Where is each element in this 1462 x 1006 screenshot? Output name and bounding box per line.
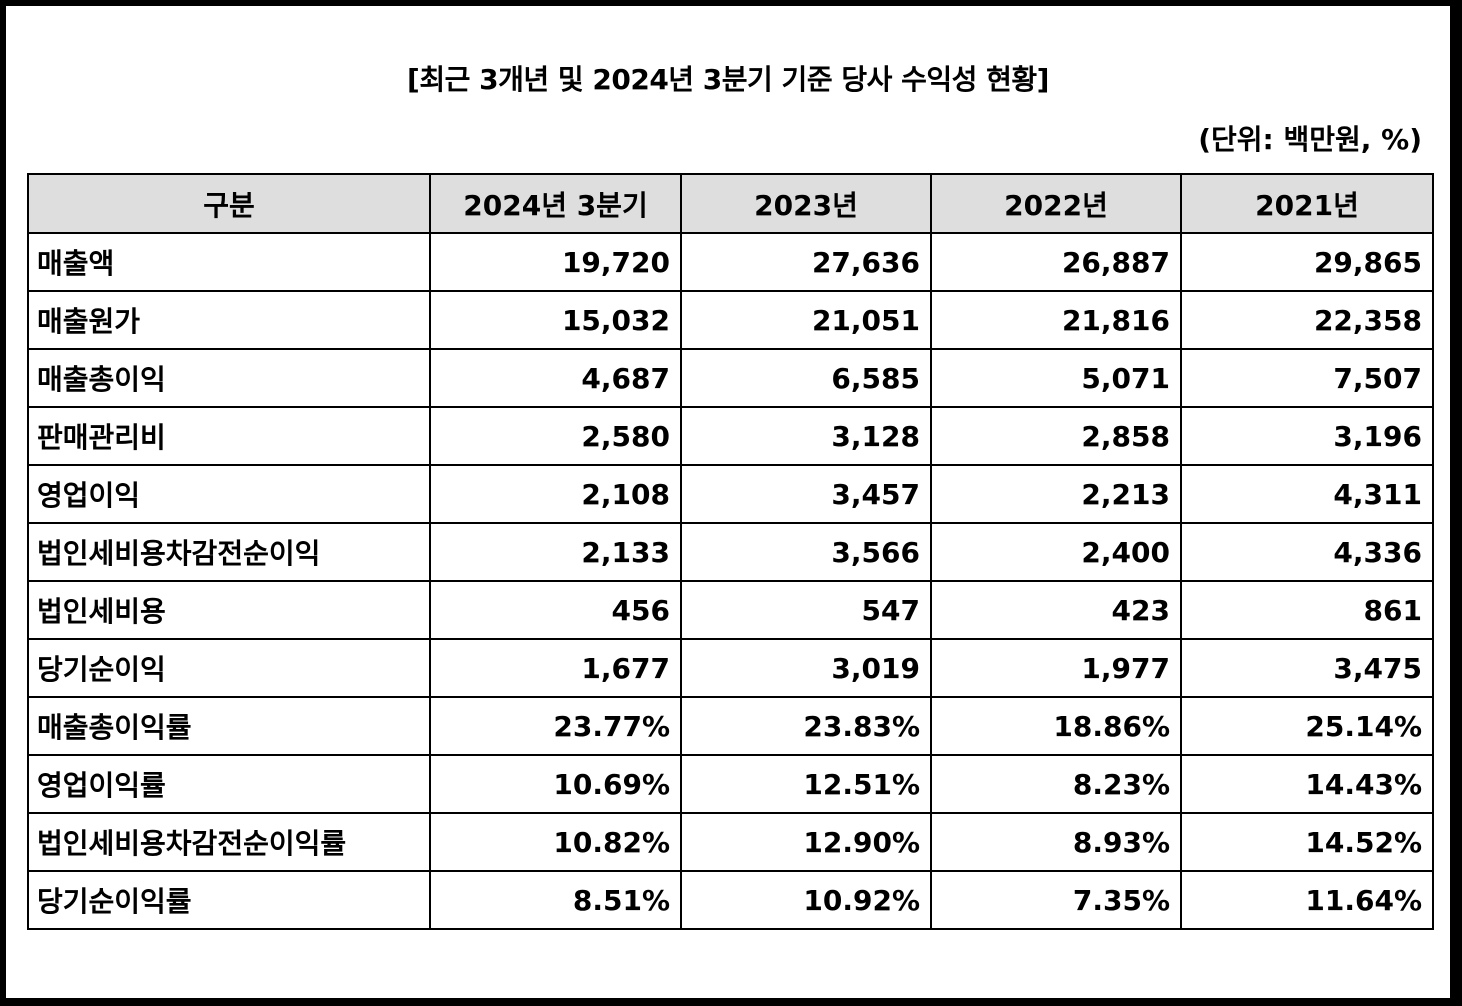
value-cell: 1,977 xyxy=(930,638,1182,698)
value-cell: 3,475 xyxy=(1180,638,1434,698)
table-row: 매출액 19,720 27,636 26,887 29,865 xyxy=(27,232,1434,292)
row-label-cell: 매출원가 xyxy=(27,290,431,350)
table-row: 판매관리비 2,580 3,128 2,858 3,196 xyxy=(27,406,1434,466)
header-cell-2021: 2021년 xyxy=(1180,173,1434,234)
value-cell: 4,687 xyxy=(429,348,682,408)
row-label-cell: 영업이익률 xyxy=(27,754,431,814)
value-cell: 22,358 xyxy=(1180,290,1434,350)
table-row: 당기순이익률 8.51% 10.92% 7.35% 11.64% xyxy=(27,870,1434,930)
value-cell: 1,677 xyxy=(429,638,682,698)
value-cell: 7,507 xyxy=(1180,348,1434,408)
value-cell: 29,865 xyxy=(1180,232,1434,292)
value-cell: 27,636 xyxy=(680,232,932,292)
value-cell: 8.93% xyxy=(930,812,1182,872)
value-cell: 2,133 xyxy=(429,522,682,582)
table-row: 매출원가 15,032 21,051 21,816 22,358 xyxy=(27,290,1434,350)
header-cell-category: 구분 xyxy=(27,173,431,234)
row-label-cell: 매출액 xyxy=(27,232,431,292)
table-row: 매출총이익 4,687 6,585 5,071 7,507 xyxy=(27,348,1434,408)
value-cell: 23.77% xyxy=(429,696,682,756)
value-cell: 21,051 xyxy=(680,290,932,350)
table-title: [최근 3개년 및 2024년 3분기 기준 당사 수익성 현황] xyxy=(407,63,1049,96)
row-label-cell: 당기순이익률 xyxy=(27,870,431,930)
value-cell: 4,336 xyxy=(1180,522,1434,582)
row-label-cell: 매출총이익률 xyxy=(27,696,431,756)
value-cell: 3,128 xyxy=(680,406,932,466)
value-cell: 3,566 xyxy=(680,522,932,582)
value-cell: 2,580 xyxy=(429,406,682,466)
row-label-cell: 매출총이익 xyxy=(27,348,431,408)
header-cell-2023: 2023년 xyxy=(680,173,932,234)
value-cell: 6,585 xyxy=(680,348,932,408)
value-cell: 15,032 xyxy=(429,290,682,350)
value-cell: 21,816 xyxy=(930,290,1182,350)
table-row: 법인세비용 456 547 423 861 xyxy=(27,580,1434,640)
value-cell: 5,071 xyxy=(930,348,1182,408)
profitability-table: 구분 2024년 3분기 2023년 2022년 2021년 매출액 19,720… xyxy=(27,173,1434,930)
value-cell: 18.86% xyxy=(930,696,1182,756)
value-cell: 3,196 xyxy=(1180,406,1434,466)
value-cell: 14.52% xyxy=(1180,812,1434,872)
value-cell: 7.35% xyxy=(930,870,1182,930)
row-label-cell: 판매관리비 xyxy=(27,406,431,466)
value-cell: 23.83% xyxy=(680,696,932,756)
table-row: 당기순이익 1,677 3,019 1,977 3,475 xyxy=(27,638,1434,698)
table-row: 매출총이익률 23.77% 23.83% 18.86% 25.14% xyxy=(27,696,1434,756)
table-row: 영업이익 2,108 3,457 2,213 4,311 xyxy=(27,464,1434,524)
row-label-cell: 법인세비용 xyxy=(27,580,431,640)
value-cell: 14.43% xyxy=(1180,754,1434,814)
document-page: [최근 3개년 및 2024년 3분기 기준 당사 수익성 현황] (단위: 백… xyxy=(6,6,1450,998)
row-label-cell: 법인세비용차감전순이익률 xyxy=(27,812,431,872)
row-label-cell: 법인세비용차감전순이익 xyxy=(27,522,431,582)
value-cell: 3,019 xyxy=(680,638,932,698)
value-cell: 547 xyxy=(680,580,932,640)
value-cell: 8.23% xyxy=(930,754,1182,814)
value-cell: 2,213 xyxy=(930,464,1182,524)
value-cell: 2,400 xyxy=(930,522,1182,582)
value-cell: 2,108 xyxy=(429,464,682,524)
header-row: 구분 2024년 3분기 2023년 2022년 2021년 xyxy=(27,173,1434,234)
table-row: 영업이익률 10.69% 12.51% 8.23% 14.43% xyxy=(27,754,1434,814)
value-cell: 10.92% xyxy=(680,870,932,930)
row-label-cell: 당기순이익 xyxy=(27,638,431,698)
value-cell: 10.69% xyxy=(429,754,682,814)
value-cell: 3,457 xyxy=(680,464,932,524)
value-cell: 423 xyxy=(930,580,1182,640)
value-cell: 12.90% xyxy=(680,812,932,872)
value-cell: 11.64% xyxy=(1180,870,1434,930)
value-cell: 19,720 xyxy=(429,232,682,292)
value-cell: 8.51% xyxy=(429,870,682,930)
value-cell: 861 xyxy=(1180,580,1434,640)
table-row: 법인세비용차감전순이익률 10.82% 12.90% 8.93% 14.52% xyxy=(27,812,1434,872)
header-cell-2024q3: 2024년 3분기 xyxy=(429,173,682,234)
row-label-cell: 영업이익 xyxy=(27,464,431,524)
value-cell: 2,858 xyxy=(930,406,1182,466)
value-cell: 456 xyxy=(429,580,682,640)
unit-note: (단위: 백만원, %) xyxy=(1198,123,1422,156)
value-cell: 10.82% xyxy=(429,812,682,872)
value-cell: 25.14% xyxy=(1180,696,1434,756)
value-cell: 12.51% xyxy=(680,754,932,814)
value-cell: 4,311 xyxy=(1180,464,1434,524)
value-cell: 26,887 xyxy=(930,232,1182,292)
header-cell-2022: 2022년 xyxy=(930,173,1182,234)
table-row: 법인세비용차감전순이익 2,133 3,566 2,400 4,336 xyxy=(27,522,1434,582)
